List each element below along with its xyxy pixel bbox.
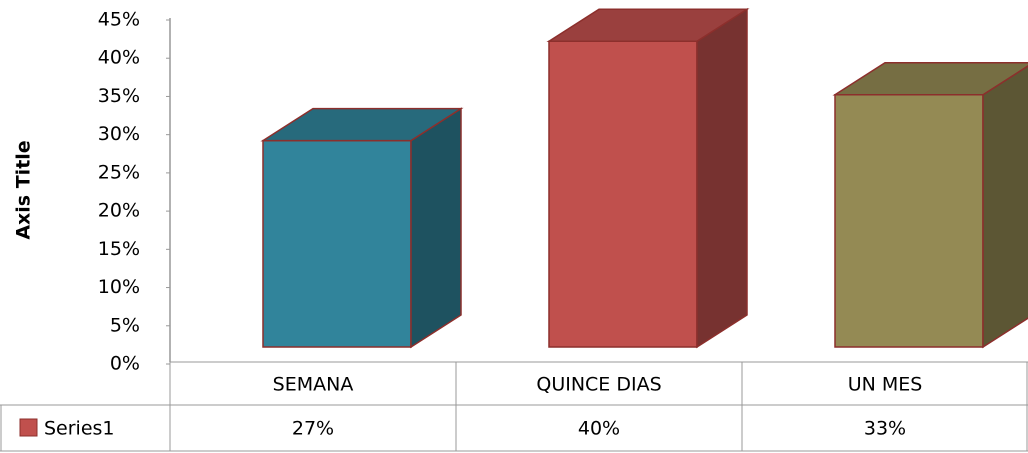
y-tick-label: 25% xyxy=(98,161,140,183)
y-tick-label: 30% xyxy=(98,123,140,145)
bar-front xyxy=(834,93,984,348)
bar-top xyxy=(546,8,750,42)
table-value: 40% xyxy=(578,418,620,440)
bar-side xyxy=(410,107,462,349)
legend-label: Series1 xyxy=(44,418,115,440)
table-value: 33% xyxy=(864,418,906,440)
y-tick-label: 15% xyxy=(98,238,140,260)
y-tick-label: 0% xyxy=(110,353,140,375)
bar xyxy=(260,107,464,349)
bar-top xyxy=(260,107,464,142)
y-tick-label: 45% xyxy=(98,9,140,31)
x-tick-label: UN MES xyxy=(848,374,923,396)
y-tick-label: 10% xyxy=(98,276,140,298)
bar-front xyxy=(548,40,698,348)
bar-side xyxy=(982,65,1028,349)
bar-top xyxy=(832,61,1028,96)
x-tick-label: QUINCE DIAS xyxy=(536,374,661,396)
legend-key xyxy=(19,418,38,437)
bar-front xyxy=(262,139,412,348)
y-axis-title: Axis Title xyxy=(13,140,35,239)
y-tick-label: 35% xyxy=(98,85,140,107)
table-value: 27% xyxy=(292,418,334,440)
y-tick-label: 20% xyxy=(98,200,140,222)
bar xyxy=(832,61,1028,349)
y-tick-label: 5% xyxy=(110,314,140,336)
x-tick-label: SEMANA xyxy=(273,374,354,396)
bar-side xyxy=(696,7,748,349)
bar xyxy=(546,7,750,349)
y-tick-label: 40% xyxy=(98,47,140,69)
